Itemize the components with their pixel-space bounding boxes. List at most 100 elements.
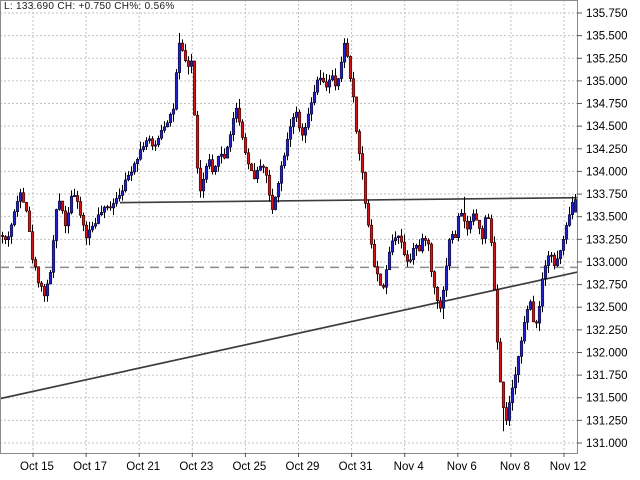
- candle: [147, 138, 152, 141]
- candle: [201, 179, 206, 192]
- candle: [282, 155, 287, 167]
- candle: [96, 214, 101, 224]
- y-tick-label: 132.750: [586, 280, 628, 292]
- y-tick-label: 134.250: [586, 144, 628, 156]
- candle: [486, 217, 491, 220]
- candle: [456, 215, 461, 238]
- candle: [291, 117, 296, 128]
- y-axis-labels: 135.750 135.500 135.250 135.000 134.750 134.5…: [577, 8, 628, 450]
- candle: [426, 240, 431, 245]
- x-axis-labels: Oct 15 Oct 17 Oct 21 Oct 23 Oct 25 Oct 29 Oct …: [20, 453, 586, 473]
- candle: [81, 215, 86, 226]
- candle: [450, 234, 455, 240]
- y-tick-label: 132.250: [586, 325, 628, 337]
- x-tick-label: Oct 25: [232, 461, 266, 473]
- y-tick-label: 134.000: [586, 166, 628, 178]
- candle: [3, 236, 8, 240]
- candle: [570, 202, 575, 215]
- candle: [366, 203, 371, 226]
- candle: [195, 114, 200, 169]
- candle: [306, 113, 311, 128]
- y-tick-label: 131.000: [586, 438, 628, 450]
- candle: [420, 238, 425, 252]
- candle: [459, 213, 464, 217]
- candle: [132, 163, 137, 173]
- candle: [402, 241, 407, 255]
- candle: [300, 127, 305, 136]
- candle: [240, 121, 245, 138]
- candles-layer: [0, 32, 578, 432]
- candle: [321, 77, 326, 83]
- trendline-ascending-support: [0, 271, 579, 400]
- candle: [198, 167, 203, 192]
- candle: [114, 198, 119, 204]
- candle: [12, 211, 17, 226]
- candle: [213, 166, 218, 172]
- candle: [243, 137, 248, 154]
- candle: [264, 167, 269, 176]
- y-tick-label: 133.750: [586, 189, 628, 201]
- candle: [555, 258, 560, 266]
- candle: [27, 210, 32, 232]
- candle: [534, 321, 539, 324]
- candle: [189, 60, 194, 67]
- candle: [93, 223, 98, 227]
- candle: [150, 138, 155, 147]
- candle: [78, 201, 83, 216]
- candle: [285, 139, 290, 157]
- candle: [183, 50, 188, 61]
- candle: [324, 81, 329, 88]
- candle: [444, 265, 449, 291]
- candle: [441, 289, 446, 309]
- candle: [474, 213, 479, 221]
- candle: [414, 245, 419, 249]
- y-tick-label: 135.000: [586, 76, 628, 88]
- candle: [234, 107, 239, 119]
- candle: [309, 102, 314, 115]
- candle: [246, 152, 251, 165]
- candle: [153, 144, 158, 147]
- candle: [393, 237, 398, 242]
- candle: [237, 107, 242, 123]
- candle: [21, 192, 26, 203]
- candle: [90, 225, 95, 231]
- candle: [171, 108, 176, 115]
- candle: [495, 289, 500, 343]
- candle: [252, 170, 257, 180]
- candle: [231, 118, 236, 135]
- quote-readout: L: 133.690 CH: +0.750 CH%: 0.56%: [4, 1, 175, 12]
- candle: [105, 206, 110, 209]
- candle: [552, 254, 557, 266]
- y-tick-label: 135.250: [586, 53, 628, 65]
- candle: [543, 265, 548, 280]
- candle: [372, 243, 377, 267]
- candle: [270, 194, 275, 210]
- candle: [411, 248, 416, 261]
- candle: [339, 61, 344, 79]
- candle: [63, 210, 68, 227]
- candle: [468, 221, 473, 230]
- candle: [513, 374, 518, 389]
- candle: [66, 212, 71, 227]
- y-tick-label: 133.250: [586, 234, 628, 246]
- y-tick-label: 133.500: [586, 212, 628, 224]
- candle: [330, 75, 335, 81]
- candle: [507, 402, 512, 421]
- candle: [399, 235, 404, 243]
- candle: [312, 91, 317, 103]
- candle: [6, 236, 11, 240]
- candle: [378, 273, 383, 286]
- y-tick-label: 131.250: [586, 415, 628, 427]
- candle: [423, 238, 428, 241]
- candle: [192, 60, 197, 116]
- candle: [174, 72, 179, 110]
- candle: [525, 309, 530, 323]
- candle: [18, 192, 23, 202]
- candle: [279, 165, 284, 184]
- candle: [333, 75, 338, 87]
- candle: [75, 195, 80, 202]
- candle: [225, 146, 230, 159]
